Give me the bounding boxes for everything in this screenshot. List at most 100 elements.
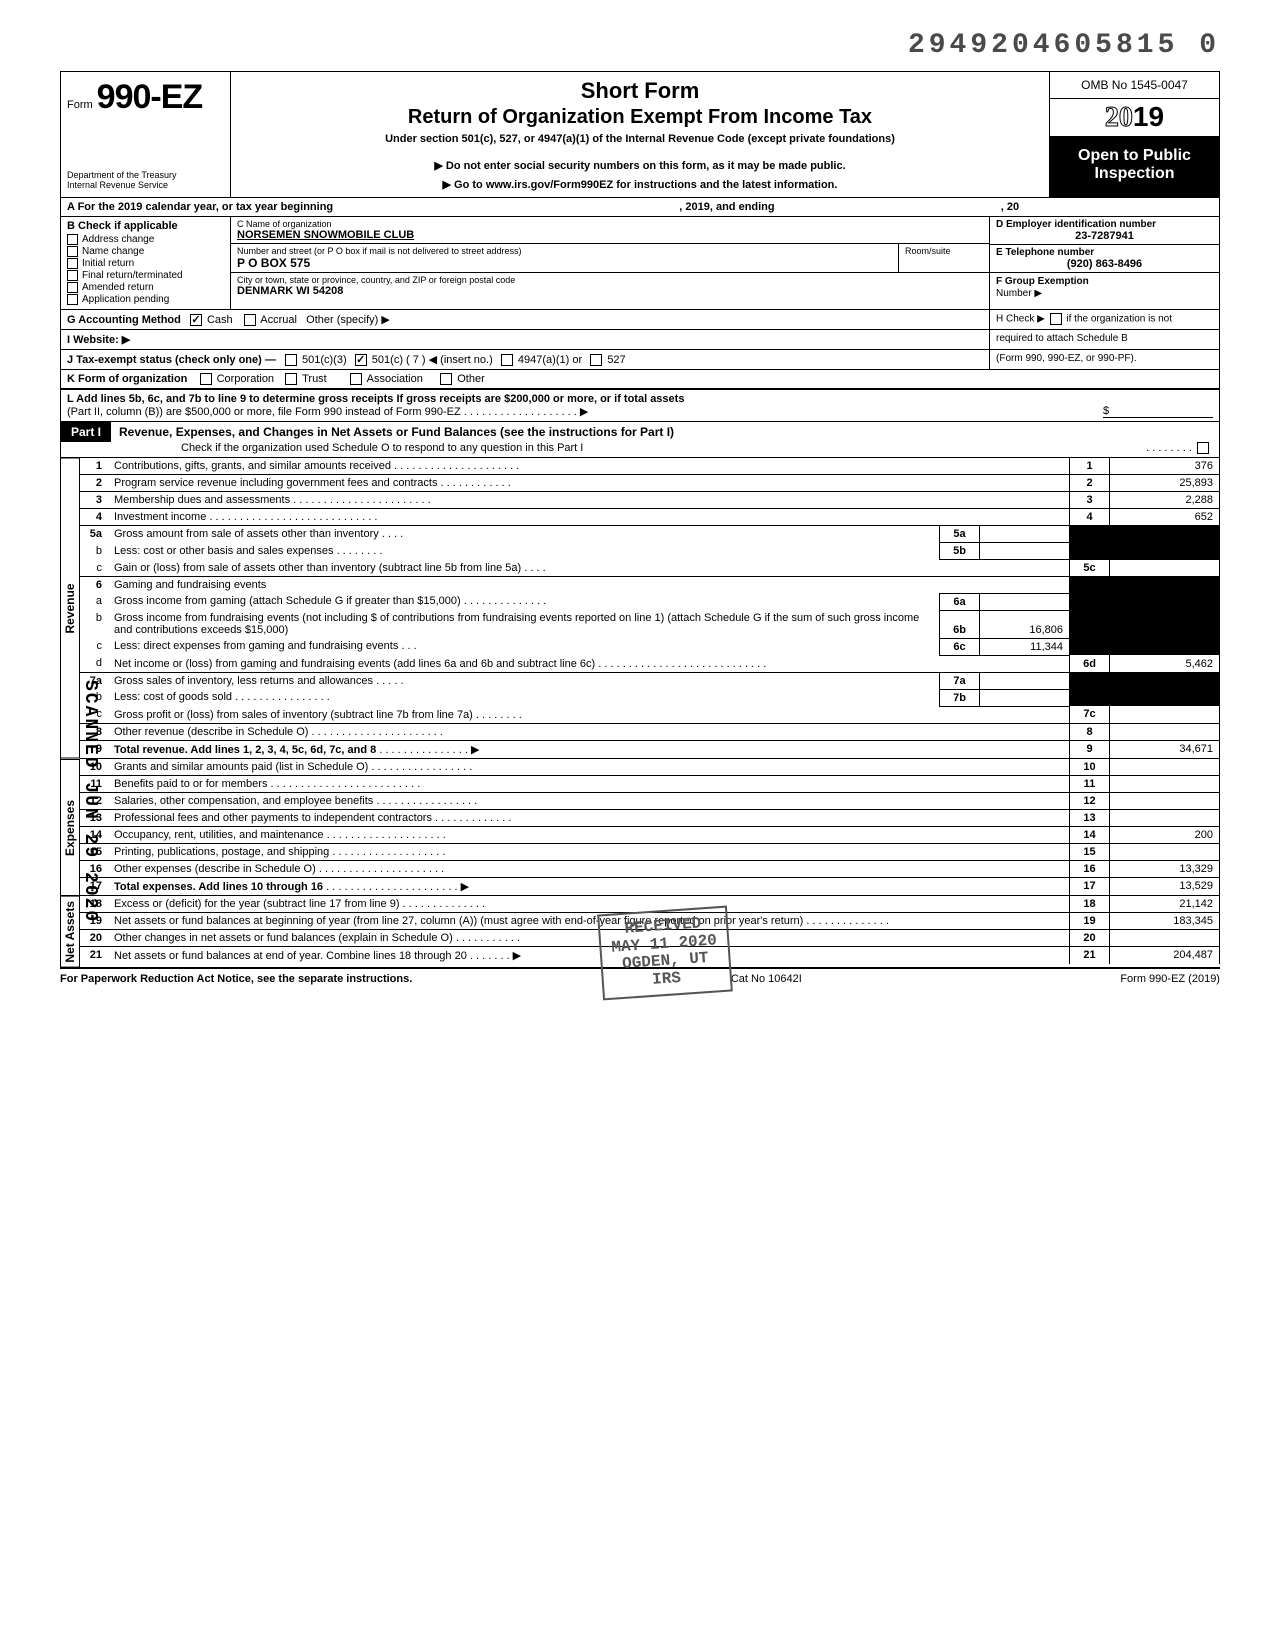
city-value: DENMARK WI 54208 (237, 285, 983, 297)
title-column: Short Form Return of Organization Exempt… (231, 72, 1049, 197)
line-a-end: , 20 (1001, 201, 1019, 213)
org-name-cell: C Name of organization NORSEMEN SNOWMOBI… (231, 217, 989, 244)
city-label: City or town, state or province, country… (237, 275, 983, 285)
form-header: Form 990-EZ Department of the Treasury I… (60, 71, 1220, 197)
row-i: I Website: ▶ required to attach Schedule… (60, 329, 1220, 349)
row-k: K Form of organization Corporation Trust… (60, 369, 1220, 389)
ein-label: D Employer identification number (996, 219, 1213, 230)
expenses-section: Expenses 10Grants and similar amounts pa… (60, 759, 1220, 896)
short-form-title: Short Form (237, 78, 1043, 104)
room-cell: Room/suite (899, 244, 989, 272)
open-to-public: Open to Public Inspection (1050, 137, 1219, 197)
revenue-section: Revenue 1Contributions, gifts, grants, a… (60, 458, 1220, 759)
tel-label: E Telephone number (996, 247, 1213, 258)
document-number: 2949204605815 0 (60, 30, 1220, 61)
part-1-sub: Check if the organization used Schedule … (61, 442, 1219, 457)
l-amount: $ (1103, 405, 1213, 418)
street-value: P O BOX 575 (237, 256, 892, 270)
return-title: Return of Organization Exempt From Incom… (237, 106, 1043, 129)
tel-cell: E Telephone number (920) 863-8496 (990, 245, 1219, 273)
chk-501c3[interactable] (285, 354, 297, 366)
chk-final-return[interactable]: Final return/terminated (67, 270, 224, 281)
expenses-table: 10Grants and similar amounts paid (list … (80, 759, 1220, 896)
header-grid: B Check if applicable Address change Nam… (60, 216, 1220, 309)
address-row: Number and street (or P O box if mail is… (231, 244, 989, 273)
dept-line-2: Internal Revenue Service (67, 181, 224, 191)
column-b: B Check if applicable Address change Nam… (61, 217, 231, 309)
row-l: L Add lines 5b, 6c, and 7b to line 9 to … (60, 389, 1220, 421)
chk-assoc[interactable] (350, 373, 362, 385)
year-suffix: 19 (1133, 101, 1164, 132)
chk-address-change[interactable]: Address change (67, 234, 224, 245)
org-name-label: C Name of organization (237, 219, 983, 229)
form-page: 2949204605815 0 Form 990-EZ Department o… (60, 30, 1220, 989)
chk-other[interactable] (440, 373, 452, 385)
group-exempt-cell: F Group Exemption Number ▶ (990, 273, 1219, 301)
tax-year: 2019 (1050, 99, 1219, 137)
part-1-title: Revenue, Expenses, and Changes in Net As… (111, 422, 1219, 442)
form-number: 990-EZ (97, 78, 203, 117)
irs-link: ▶ Go to www.irs.gov/Form990EZ for instru… (237, 178, 1043, 191)
chk-amended[interactable]: Amended return (67, 282, 224, 293)
i-label: I Website: ▶ (67, 334, 130, 346)
form-word: Form (67, 99, 93, 111)
expenses-side-label: Expenses (61, 759, 80, 896)
net-assets-table: 18Excess or (deficit) for the year (subt… (80, 896, 1220, 964)
net-assets-side-label: Net Assets (61, 896, 80, 968)
line-a: A For the 2019 calendar year, or tax yea… (60, 197, 1220, 216)
department-block: Department of the Treasury Internal Reve… (67, 171, 224, 191)
ein-cell: D Employer identification number 23-7287… (990, 217, 1219, 245)
chk-h[interactable] (1050, 313, 1062, 325)
j-note: (Form 990, 990-EZ, or 990-PF). (989, 350, 1219, 369)
year-prefix: 20 (1105, 102, 1133, 133)
chk-pending[interactable]: Application pending (67, 294, 224, 305)
row-j: J Tax-exempt status (check only one) — 5… (60, 349, 1220, 369)
k-label: K Form of organization (67, 373, 187, 385)
open-line-2: Inspection (1054, 165, 1215, 183)
part-1-header: Part I Revenue, Expenses, and Changes in… (60, 421, 1220, 458)
revenue-table: 1Contributions, gifts, grants, and simil… (80, 458, 1220, 759)
line-a-start: A For the 2019 calendar year, or tax yea… (67, 201, 333, 213)
chk-sched-o[interactable] (1197, 442, 1209, 454)
h-cell-2: required to attach Schedule B (989, 330, 1219, 349)
page-footer: For Paperwork Reduction Act Notice, see … (60, 968, 1220, 989)
chk-initial-return[interactable]: Initial return (67, 258, 224, 269)
ssn-note: ▶ Do not enter social security numbers o… (237, 159, 1043, 172)
city-cell: City or town, state or province, country… (231, 273, 989, 299)
chk-accrual[interactable] (244, 314, 256, 326)
chk-cash[interactable] (190, 314, 202, 326)
group-label-2: Number ▶ (996, 288, 1042, 299)
h-cell: H Check ▶ if the organization is not (989, 310, 1219, 329)
revenue-side-label: Revenue (61, 458, 80, 759)
scanned-stamp: SCANNED JUN 29 2020 (80, 680, 100, 923)
subtitle: Under section 501(c), 527, or 4947(a)(1)… (237, 133, 1043, 145)
chk-4947[interactable] (501, 354, 513, 366)
street-cell: Number and street (or P O box if mail is… (231, 244, 899, 272)
chk-name-change[interactable]: Name change (67, 246, 224, 257)
form-code: Form 990-EZ (67, 78, 224, 117)
chk-trust[interactable] (285, 373, 297, 385)
g-label: G Accounting Method (67, 314, 181, 326)
column-def: D Employer identification number 23-7287… (989, 217, 1219, 309)
part-1-tag: Part I (61, 422, 111, 442)
col-b-header: B Check if applicable (67, 220, 224, 232)
ein-value: 23-7287941 (996, 230, 1213, 242)
column-c: C Name of organization NORSEMEN SNOWMOBI… (231, 217, 989, 309)
right-column: OMB No 1545-0047 2019 Open to Public Ins… (1049, 72, 1219, 197)
org-name-value: NORSEMEN SNOWMOBILE CLUB (237, 229, 983, 241)
open-line-1: Open to Public (1054, 147, 1215, 165)
street-label: Number and street (or P O box if mail is… (237, 246, 892, 256)
j-label: J Tax-exempt status (check only one) — (67, 354, 276, 366)
line-a-mid: , 2019, and ending (679, 201, 774, 213)
chk-501c[interactable] (355, 354, 367, 366)
chk-corp[interactable] (200, 373, 212, 385)
net-assets-section: Net Assets 18Excess or (deficit) for the… (60, 896, 1220, 969)
footer-mid: Cat No 10642I (731, 973, 802, 985)
l-line-1: L Add lines 5b, 6c, and 7b to line 9 to … (67, 393, 684, 405)
omb-number: OMB No 1545-0047 (1050, 72, 1219, 99)
group-label: F Group Exemption (996, 276, 1089, 287)
footer-left: For Paperwork Reduction Act Notice, see … (60, 973, 412, 985)
tel-value: (920) 863-8496 (996, 258, 1213, 270)
chk-527[interactable] (590, 354, 602, 366)
row-g: G Accounting Method Cash Accrual Other (… (60, 309, 1220, 329)
